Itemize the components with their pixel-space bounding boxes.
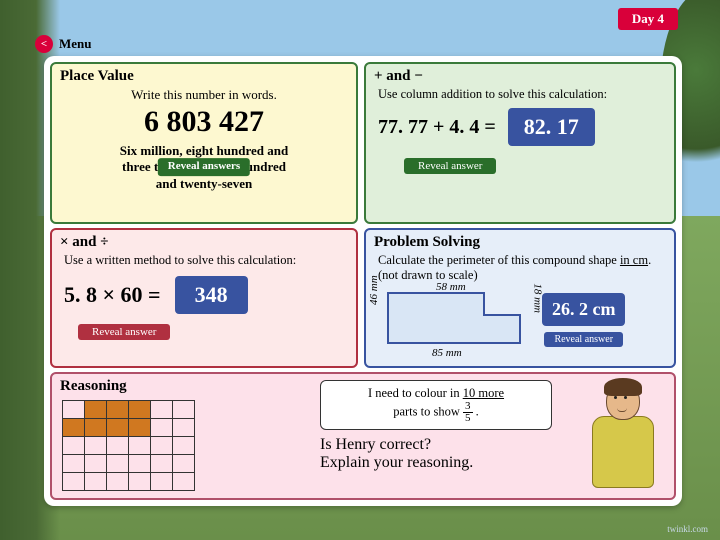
fraction: 35 bbox=[463, 401, 473, 424]
panel-place-value: Place Value Write this number in words. … bbox=[50, 62, 358, 224]
grid-cell bbox=[63, 455, 85, 473]
pv-answer: Six million, eight hundred and three tho… bbox=[60, 143, 348, 192]
grid-cell bbox=[63, 419, 85, 437]
grid-cell bbox=[129, 401, 151, 419]
back-icon[interactable]: < bbox=[35, 35, 53, 53]
xd-prompt: Use a written method to solve this calcu… bbox=[64, 253, 344, 268]
pv-reveal-button[interactable]: Reveal answers bbox=[158, 159, 250, 177]
grid-cell bbox=[85, 455, 107, 473]
grid-cell bbox=[173, 437, 195, 455]
grid-cell bbox=[85, 419, 107, 437]
dim-top: 58 mm bbox=[436, 281, 466, 293]
pm-answer: 82. 17 bbox=[508, 108, 595, 146]
dim-left: 46 mm bbox=[368, 275, 380, 305]
henry-illustration bbox=[582, 376, 668, 496]
pm-reveal-button[interactable]: Reveal answer bbox=[404, 158, 496, 174]
grid-cell bbox=[129, 437, 151, 455]
pv-prompt: Write this number in words. bbox=[60, 87, 348, 103]
grid-cell bbox=[107, 455, 129, 473]
grid-cell bbox=[151, 401, 173, 419]
speech-pre: I need to colour in bbox=[368, 386, 463, 400]
ps-title: Problem Solving bbox=[374, 234, 666, 251]
pm-expression: 77. 77 + 4. 4 = bbox=[378, 116, 496, 139]
grid-cell bbox=[151, 473, 173, 491]
dim-bottom: 85 mm bbox=[432, 347, 462, 359]
rs-q2: Explain your reasoning. bbox=[320, 454, 473, 472]
pv-title: Place Value bbox=[60, 68, 348, 85]
pv-answer-line1: Six million, eight hundred and bbox=[60, 143, 348, 159]
ps-prompt-pre: Calculate the perimeter of this compound… bbox=[378, 253, 620, 267]
panel-mult-div: × and ÷ Use a written method to solve th… bbox=[50, 228, 358, 368]
ps-shape: 46 mm 58 mm 18 mm 85 mm bbox=[374, 285, 534, 355]
grid-cell bbox=[85, 437, 107, 455]
grid-cell bbox=[85, 473, 107, 491]
pv-number: 6 803 427 bbox=[60, 105, 348, 139]
grid-cell bbox=[129, 473, 151, 491]
panel-problem-solving: Problem Solving Calculate the perimeter … bbox=[364, 228, 676, 368]
grid-cell bbox=[173, 419, 195, 437]
xd-reveal-button[interactable]: Reveal answer bbox=[78, 324, 170, 340]
rs-grid bbox=[62, 400, 195, 491]
xd-answer: 348 bbox=[175, 276, 248, 314]
grid-cell bbox=[107, 419, 129, 437]
ps-prompt: Calculate the perimeter of this compound… bbox=[378, 253, 662, 283]
dim-right: 18 mm bbox=[532, 283, 544, 313]
ps-prompt-underline: in cm bbox=[620, 253, 648, 267]
footer-logo: twinkl.com bbox=[667, 524, 708, 534]
grid-cell bbox=[63, 473, 85, 491]
speech-bubble: I need to colour in 10 more parts to sho… bbox=[320, 380, 552, 430]
pm-prompt: Use column addition to solve this calcul… bbox=[378, 87, 662, 102]
worksheet-card: Place Value Write this number in words. … bbox=[44, 56, 682, 506]
speech-post2: . bbox=[473, 404, 479, 418]
pm-title: + and − bbox=[374, 68, 666, 85]
grid-cell bbox=[63, 401, 85, 419]
day-tag: Day 4 bbox=[618, 8, 678, 30]
menu-label[interactable]: Menu bbox=[59, 36, 92, 52]
menu-bar: < Menu bbox=[35, 35, 92, 53]
ps-reveal-button[interactable]: Reveal answer bbox=[544, 332, 623, 347]
xd-expression: 5. 8 × 60 = bbox=[64, 282, 161, 308]
pv-answer-line3: and twenty-seven bbox=[60, 176, 348, 192]
grid-cell bbox=[129, 455, 151, 473]
grid-cell bbox=[107, 401, 129, 419]
grid-cell bbox=[173, 473, 195, 491]
compound-shape-svg bbox=[374, 285, 534, 355]
grid-cell bbox=[173, 455, 195, 473]
grid-cell bbox=[173, 401, 195, 419]
grid-cell bbox=[85, 401, 107, 419]
speech-post1: parts to show bbox=[393, 404, 463, 418]
panel-plus-minus: + and − Use column addition to solve thi… bbox=[364, 62, 676, 224]
grid-cell bbox=[151, 419, 173, 437]
rs-question: Is Henry correct? Explain your reasoning… bbox=[320, 436, 473, 472]
grid-cell bbox=[129, 419, 151, 437]
grid-cell bbox=[151, 455, 173, 473]
speech-mid: 10 more bbox=[463, 386, 504, 400]
xd-title: × and ÷ bbox=[60, 234, 348, 251]
grid-cell bbox=[63, 437, 85, 455]
frac-den: 5 bbox=[463, 413, 473, 424]
grid-cell bbox=[151, 437, 173, 455]
grid-cell bbox=[107, 437, 129, 455]
grid-cell bbox=[107, 473, 129, 491]
rs-q1: Is Henry correct? bbox=[320, 436, 473, 454]
panel-reasoning: Reasoning I need to colour in 10 more pa… bbox=[50, 372, 676, 500]
ps-answer: 26. 2 cm bbox=[542, 293, 625, 326]
